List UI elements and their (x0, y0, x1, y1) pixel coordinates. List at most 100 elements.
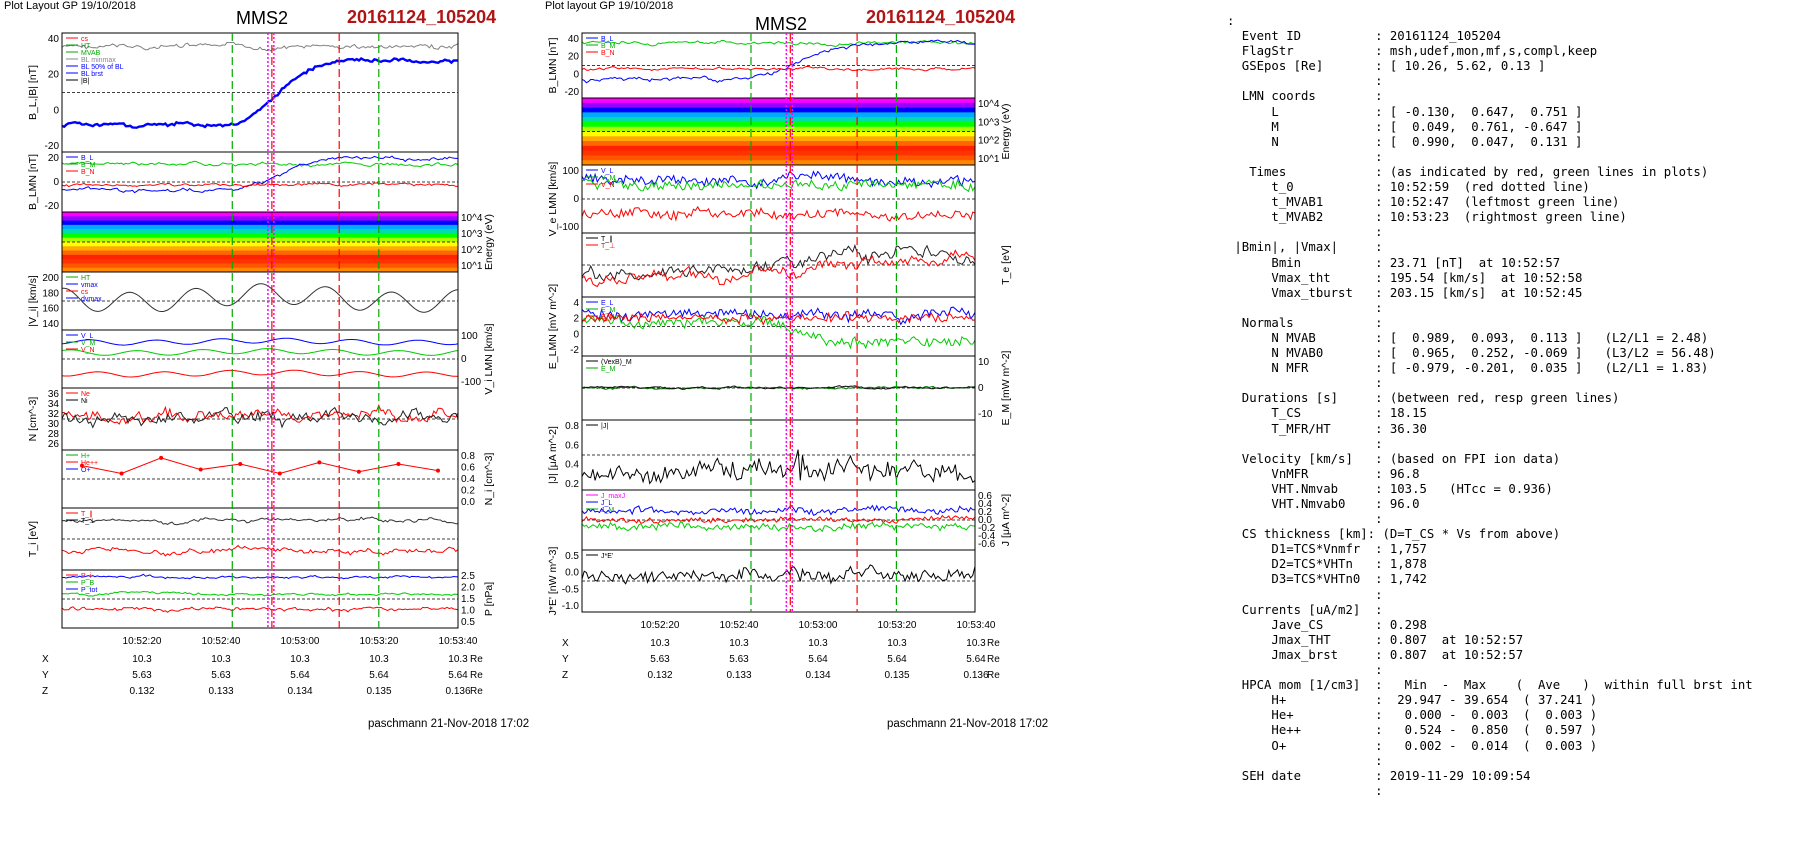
left-legend-label: P_B (81, 580, 95, 587)
info-line: Jmax_brst : 0.807 at 10:52:57 (1227, 647, 1524, 662)
left-ylabel: N [cm^-3] (27, 397, 39, 442)
left-pos-value: 10.3 (290, 654, 310, 665)
left-time-tick: 10:53:20 (360, 636, 399, 647)
info-line: |Bmin|, |Vmax| : (1227, 240, 1383, 255)
info-line: Normals : (1227, 315, 1383, 330)
left-trace (61, 516, 459, 526)
info-line: He++ : 0.524 - 0.850 ( 0.597 ) (1227, 723, 1598, 738)
right-legend-label: V_M (601, 175, 616, 182)
left-ylabel: B_LMN [nT] (27, 154, 39, 210)
info-line: Times : (as indicated by red, green line… (1227, 164, 1709, 179)
right-ytick-label: -0.2 (978, 523, 996, 534)
info-line: : (1227, 14, 1235, 28)
left-ytick-label: 30 (48, 419, 60, 430)
right-legend-label: B_M (601, 43, 616, 50)
left-event-id: 20161124_105204 (347, 7, 497, 27)
right-pos-value: 0.132 (647, 670, 672, 681)
right-ytick-label: 40 (568, 34, 580, 45)
left-ytick-label: 1.0 (461, 606, 475, 617)
right-pos-label: Y (562, 654, 569, 665)
left-plot-title: MMS2 (236, 8, 289, 28)
right-ytick-label: 0.0 (565, 568, 579, 579)
right-pos-value: 0.136 (963, 670, 988, 681)
info-line: VHT.Nmvab0 : 96.0 (1227, 497, 1420, 511)
right-legend-label: T_⊥ (601, 243, 615, 250)
info-line: t_MVAB2 : 10:53:23 (rightmost green line… (1227, 210, 1627, 225)
left-trace (62, 573, 459, 580)
right-spectrogram-band (582, 121, 975, 128)
left-pos-unit: Re (470, 686, 483, 697)
left-pos-value: 10.3 (369, 654, 389, 665)
right-trace (581, 521, 976, 533)
left-pos-label: Z (42, 686, 48, 697)
info-line: : (1227, 663, 1383, 678)
left-legend-label: BL minmax (81, 57, 116, 64)
left-legend-label: cs (81, 289, 89, 296)
right-pos-value: 10.3 (808, 638, 828, 649)
right-legend-label: |J| (601, 423, 608, 430)
left-ytick-label: 10^4 (461, 213, 483, 224)
right-ytick-label: 20 (568, 52, 580, 63)
info-line: CS thickness [km]: (D=T_CS * Vs from abo… (1227, 527, 1561, 542)
right-legend-label: J*E' (601, 553, 613, 560)
left-trace (61, 403, 459, 425)
right-spectrogram-band (582, 126, 975, 132)
right-trace (581, 39, 976, 84)
right-legend-label: E_M (601, 307, 616, 314)
right-trace (581, 514, 976, 524)
right-pos-unit: Re (987, 670, 1000, 681)
left-legend-label: B_L (81, 155, 94, 162)
ni-he-line (81, 457, 439, 474)
left-legend-label: Ne (81, 391, 90, 398)
left-legend-label: H+ (81, 453, 90, 460)
left-legend-label: cs (81, 36, 89, 43)
right-legend-label: V_N (601, 182, 615, 189)
right-footer: paschmann 21-Nov-2018 17:02 (887, 718, 1049, 730)
right-ytick-label: 0.6 (565, 440, 579, 451)
info-line: N MVAB0 : [ 0.965, 0.252, -0.069 ] (L3/L… (1227, 346, 1716, 361)
right-pos-value: 10.3 (887, 638, 907, 649)
left-pos-unit: Re (470, 654, 483, 665)
right-ylabel: B_LMN [nT] (547, 37, 559, 93)
left-ytick-label: 0.0 (461, 497, 475, 508)
right-trace (581, 243, 976, 282)
right-spectrogram-band (582, 107, 975, 113)
right-ytick-label: 10^4 (978, 99, 1000, 110)
right-ytick-label: -1.0 (562, 601, 580, 612)
right-ytick-label: 0.2 (978, 507, 992, 518)
left-pos-unit: Re (470, 670, 483, 681)
left-legend-label: MVAB (81, 50, 101, 57)
right-legend-label: E_L (601, 300, 614, 307)
right-right-ylabel: E_M [mW m^-2] (1000, 350, 1012, 425)
right-ytick-label: 10^3 (978, 117, 1000, 128)
left-legend-label: dvmax (81, 296, 102, 303)
left-spectrogram-band (62, 233, 458, 239)
right-ytick-label: 0 (573, 194, 579, 205)
left-plot-header: Plot Layout GP 19/10/2018 (4, 0, 136, 12)
left-legend-label: V_L (81, 333, 94, 340)
left-ytick-label: 10^1 (461, 261, 483, 272)
right-spectrogram-band (582, 98, 975, 104)
right-legend-label: J_M (601, 507, 614, 514)
left-ytick-label: 36 (48, 389, 60, 400)
left-legend-label: |B| (81, 78, 89, 85)
left-spectrogram-band (62, 250, 458, 256)
right-ytick-label: 0.5 (565, 551, 579, 562)
right-right-ylabel: T_e [eV] (1000, 245, 1012, 285)
right-ytick-label: 0.4 (565, 460, 579, 471)
info-line: T_CS : 18.15 (1227, 406, 1427, 421)
info-line: H+ : 29.947 - 39.654 ( 37.241 ) (1227, 693, 1598, 708)
info-line: N MFR : [ -0.979, -0.201, 0.035 ] (L2/L1… (1227, 361, 1709, 376)
left-spectrogram-band (62, 246, 458, 252)
right-ylabel: E_LMN [mV m^-2] (547, 284, 559, 370)
right-pos-value: 0.135 (884, 670, 909, 681)
right-ylabel: J*E' [nW m^-3] (547, 547, 559, 616)
left-legend-label: V_N (81, 347, 95, 354)
left-trace (62, 590, 459, 597)
right-spectrogram-band (582, 112, 975, 118)
left-trace (61, 369, 459, 378)
info-line: D1=TCS*Vnmfr : 1,757 (1227, 542, 1427, 557)
left-trace (62, 283, 459, 313)
right-ytick-label: 4 (573, 298, 579, 309)
right-time-tick: 10:52:40 (720, 620, 759, 631)
